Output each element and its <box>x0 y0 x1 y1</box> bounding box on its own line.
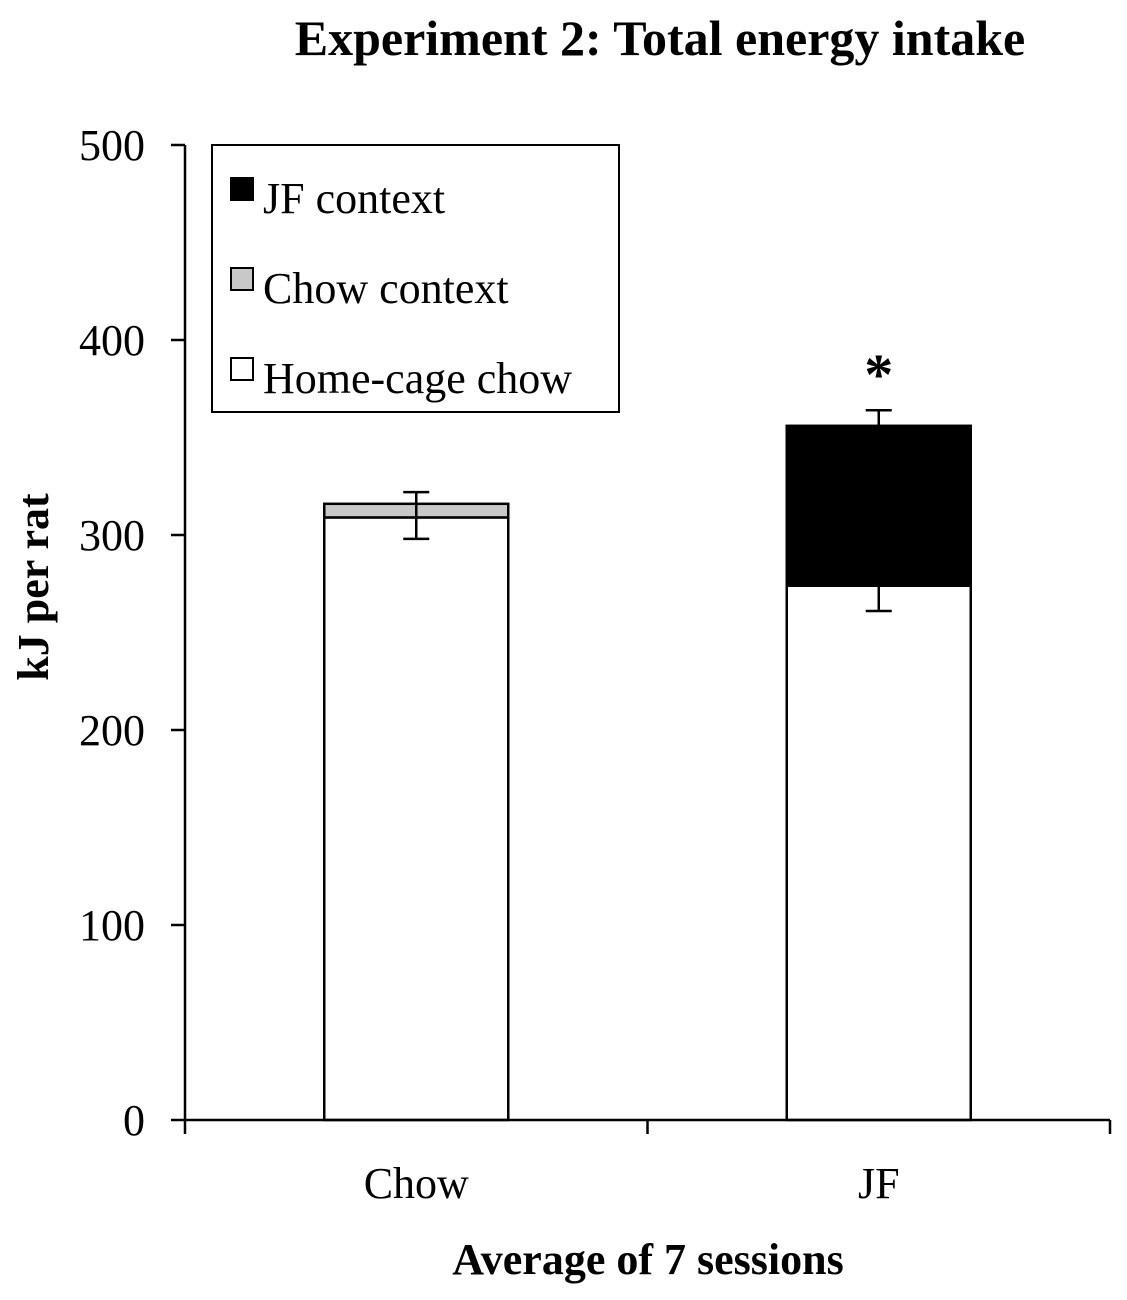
legend-box <box>211 144 620 413</box>
plot-area: * 0 100 200 300 400 500 Chow JF <box>79 121 1112 1208</box>
y-tick-label: 500 <box>79 121 145 170</box>
legend-label-chow-context: Chow context <box>263 264 509 313</box>
legend-swatch-home-cage-chow <box>230 357 254 381</box>
bar-segment-chow-0 <box>323 516 510 1122</box>
y-axis-title-group: kJ per rat <box>9 493 58 681</box>
y-axis-title: kJ per rat <box>9 493 58 681</box>
y-tick-label: 0 <box>123 1096 145 1145</box>
legend-label-jf-context: JF context <box>263 174 445 223</box>
legend-label-home-cage-chow: Home-cage chow <box>263 354 572 403</box>
x-axis-title: Average of 7 sessions <box>452 1235 843 1284</box>
significance-marker: * <box>864 342 893 407</box>
legend: JF context Chow context Home-cage chow <box>211 144 620 413</box>
x-tick-label-jf: JF <box>858 1159 900 1208</box>
y-tick-label: 300 <box>79 511 145 560</box>
bar-segment-jf-0 <box>785 584 972 1122</box>
y-tick-label: 100 <box>79 901 145 950</box>
legend-swatch-jf-context <box>230 177 254 201</box>
x-tick-label-chow: Chow <box>364 1159 469 1208</box>
y-tick-label: 200 <box>79 706 145 755</box>
y-tick-label: 400 <box>79 316 145 365</box>
chart-title: Experiment 2: Total energy intake <box>295 10 1026 66</box>
legend-swatch-chow-context <box>230 267 254 291</box>
